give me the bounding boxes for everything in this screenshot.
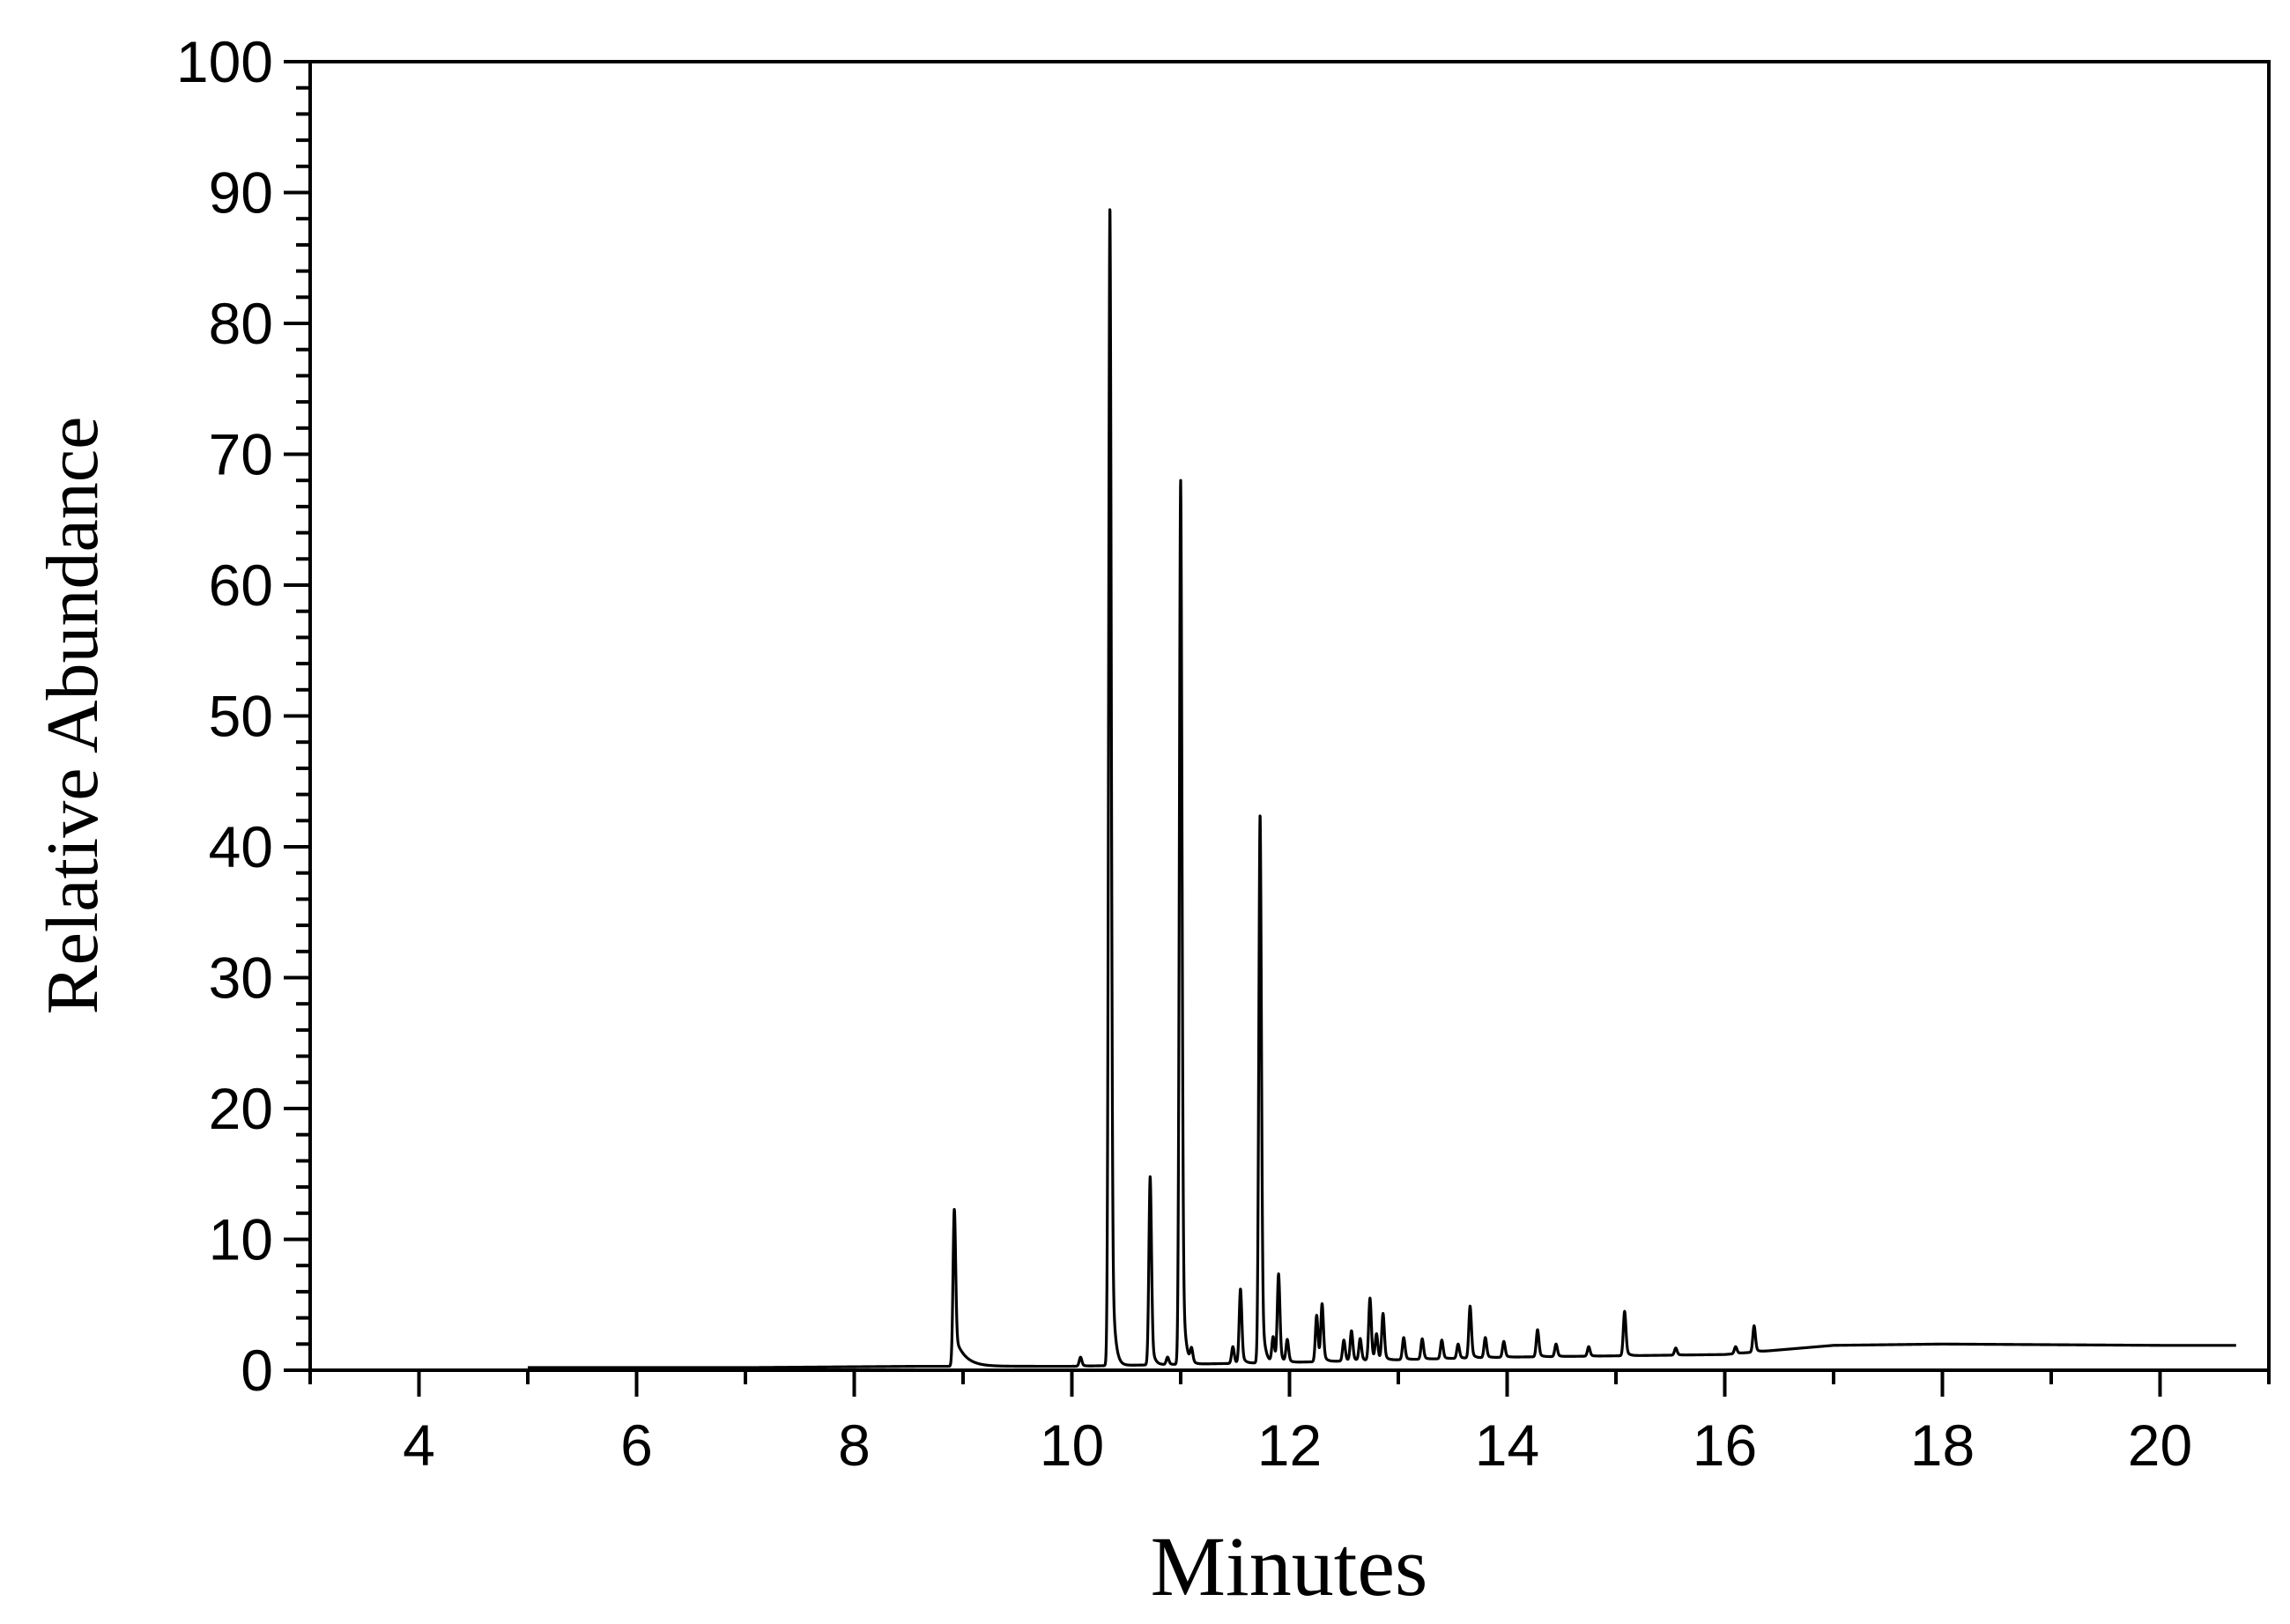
- y-tick-label: 70: [209, 422, 273, 487]
- x-tick-label: 16: [1693, 1413, 1757, 1478]
- y-tick-label: 80: [209, 291, 273, 356]
- x-tick-label: 12: [1257, 1413, 1322, 1478]
- x-tick-label: 10: [1040, 1413, 1104, 1478]
- y-tick-label: 40: [209, 814, 273, 879]
- y-tick-label: 60: [209, 552, 273, 618]
- y-tick-label: 50: [209, 684, 273, 749]
- y-tick-label: 100: [176, 29, 273, 94]
- x-tick-label: 20: [2128, 1413, 2192, 1478]
- x-tick-label: 14: [1475, 1413, 1539, 1478]
- x-tick-label: 18: [1910, 1413, 1975, 1478]
- x-tick-label: 8: [838, 1413, 871, 1478]
- y-tick-label: 10: [209, 1207, 273, 1272]
- y-tick-label: 0: [241, 1338, 273, 1403]
- y-axis-tick-labels: 0 10 20 30 40 50 60 70 80 90 100: [176, 29, 273, 1403]
- x-tick-label: 6: [620, 1413, 653, 1478]
- x-tick-label: 4: [403, 1413, 435, 1478]
- y-tick-label: 20: [209, 1076, 273, 1141]
- plot-frame: [308, 60, 2271, 1372]
- y-axis-title: Relative Abundance: [32, 417, 114, 1015]
- x-axis-ticks: [308, 1370, 2271, 1397]
- x-axis-tick-labels: 4 6 8 10 12 14 16 18 20: [403, 1413, 2192, 1478]
- y-tick-label: 90: [209, 160, 273, 226]
- y-tick-label: 30: [209, 945, 273, 1011]
- y-axis-ticks: [284, 60, 310, 1372]
- x-axis-title: Minutes: [1151, 1519, 1428, 1613]
- chromatogram-trace: [526, 208, 2238, 1369]
